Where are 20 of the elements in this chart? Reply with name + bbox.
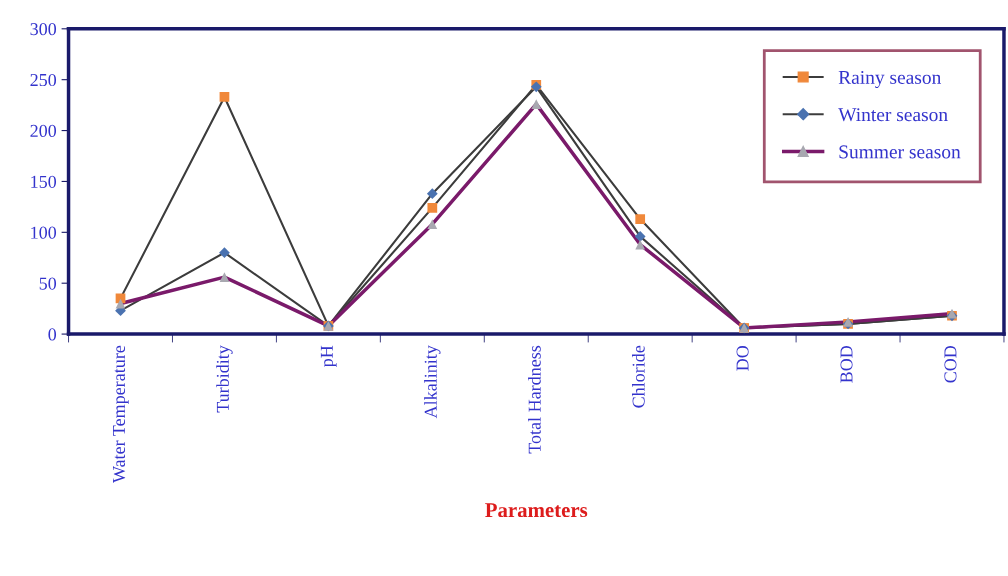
x-tick-label: BOD — [840, 345, 853, 383]
y-tick-label: 250 — [30, 73, 57, 87]
x-axis-title: Parameters — [485, 503, 588, 518]
x-tick-label: DO — [736, 345, 749, 371]
legend-label: Summer season — [839, 145, 961, 159]
x-tick-label: Turbidity — [216, 345, 233, 413]
y-tick-label: 300 — [30, 23, 57, 36]
legend-label: Rainy season — [838, 70, 942, 88]
x-tick-label: Total Hardness — [528, 345, 541, 454]
x-tick-label: Chloride — [632, 345, 645, 408]
y-tick-label: 200 — [30, 124, 57, 137]
x-tick-label: pH — [320, 345, 337, 367]
y-tick-label: 50 — [39, 277, 57, 290]
x-tick-label: Water Temperature — [113, 345, 129, 483]
y-tick-label: 150 — [31, 175, 57, 188]
y-tick-label: 0 — [48, 328, 57, 341]
x-tick-label: Alkalinity — [424, 345, 441, 419]
y-tick-label: 100 — [31, 226, 57, 239]
legend-label: Winter season — [838, 108, 948, 122]
x-tick-label: COD — [944, 345, 957, 383]
